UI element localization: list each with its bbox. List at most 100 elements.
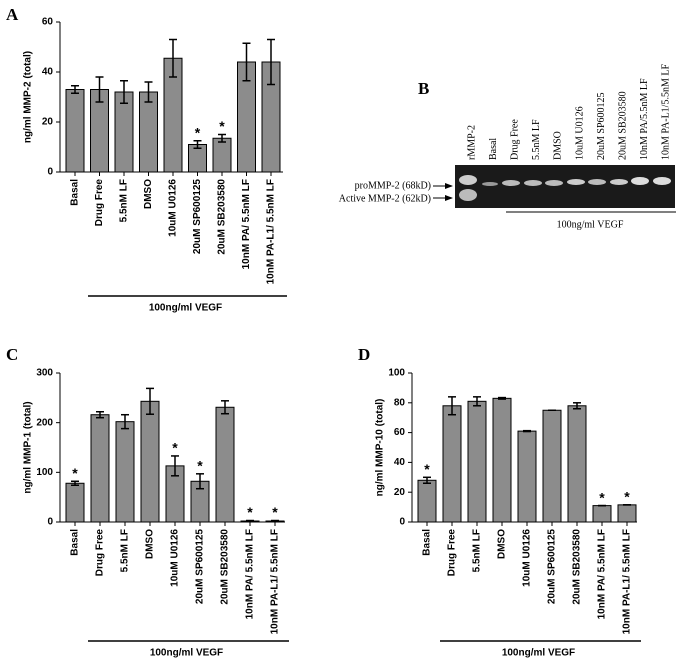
x-tick-label: 10nM PA-L1/ 5.5nM LF [266, 179, 277, 284]
y-tick-label: 0 [399, 517, 405, 528]
bar [617, 504, 637, 523]
gel-band [482, 182, 498, 186]
x-tick-label: 10nM PA/ 5.5nM LF [245, 529, 256, 619]
bar [517, 430, 537, 523]
bar [140, 400, 160, 523]
significance-marker: * [599, 489, 605, 505]
y-tick-label: 20 [394, 487, 406, 498]
x-tick-label: Basal [70, 529, 81, 556]
panel-letter: D [358, 345, 370, 364]
x-tick-label: 10nM PA-L1/ 5.5nM LF [270, 529, 281, 634]
lane-label: Basal [488, 138, 499, 160]
y-axis-label: ng/ml MMP-1 (total) [23, 401, 34, 493]
group-label: 100ng/ml VEGF [557, 219, 624, 230]
group-label: 100ng/ml VEGF [150, 648, 223, 659]
y-tick-label: 80 [394, 397, 406, 408]
significance-marker: * [195, 124, 201, 140]
x-tick-label: DMSO [497, 529, 508, 559]
bar [492, 397, 512, 523]
x-tick-label: 10nM PA-L1/ 5.5nM LF [622, 529, 633, 634]
y-tick-label: 20 [42, 117, 54, 128]
bar [65, 482, 85, 523]
gel-band [567, 179, 585, 185]
gel-band [545, 180, 563, 186]
x-tick-label: Basal [70, 179, 81, 206]
y-tick-label: 60 [394, 427, 406, 438]
band-label: proMMP-2 (68kD) [355, 180, 431, 191]
band-label: Active MMP-2 (62kD) [339, 193, 431, 204]
bar [139, 91, 158, 173]
x-tick-label: 5.5nM LF [119, 179, 130, 222]
y-tick-label: 0 [47, 167, 53, 178]
x-tick-label: 20uM SP600125 [195, 529, 206, 604]
gel-band [459, 175, 477, 185]
y-axis-label: ng/ml MMP-10 (total) [375, 399, 386, 497]
lane-label: rMMP-2 [466, 125, 477, 160]
x-tick-label: Drug Free [95, 529, 106, 577]
gel-band [631, 177, 649, 185]
bar [542, 409, 562, 523]
x-tick-label: 20uM SB203580 [217, 179, 228, 255]
significance-marker: * [219, 118, 225, 134]
y-tick-label: 40 [394, 457, 406, 468]
lane-label: 20uM SP600125 [596, 92, 607, 160]
significance-marker: * [197, 458, 203, 474]
gel-band [653, 177, 671, 185]
lane-label: 10nM PA/5.5nM LF [639, 78, 650, 160]
x-tick-label: Basal [422, 529, 433, 556]
significance-marker: * [172, 440, 178, 456]
y-tick-label: 300 [36, 368, 53, 379]
x-tick-label: Drug Free [447, 529, 458, 577]
bar [115, 421, 135, 523]
bar [215, 406, 235, 523]
bar [65, 89, 85, 173]
y-axis-label: ng/ml MMP-2 (total) [23, 51, 34, 143]
bar [90, 414, 110, 523]
bar [592, 505, 612, 523]
gel-band [502, 180, 520, 186]
gel-band [588, 179, 606, 185]
x-tick-label: 10uM U0126 [168, 179, 179, 237]
lane-label: 20uM SB203580 [617, 91, 628, 160]
bar [442, 405, 462, 523]
x-tick-label: 20uM SP600125 [547, 529, 558, 604]
x-tick-label: 20uM SB203580 [220, 529, 231, 605]
x-tick-label: 10uM U0126 [170, 529, 181, 587]
significance-marker: * [424, 461, 430, 477]
bar [467, 400, 487, 523]
panel-letter: A [6, 5, 19, 24]
y-tick-label: 100 [36, 467, 53, 478]
panel-letter: B [418, 79, 429, 98]
significance-marker: * [272, 504, 278, 520]
x-tick-label: DMSO [145, 529, 156, 559]
group-label: 100ng/ml VEGF [149, 303, 222, 314]
x-tick-label: 5.5nM LF [120, 529, 131, 572]
bar [212, 137, 232, 173]
lane-label: 10nM PA-L1/5.5nM LF [661, 64, 672, 160]
bar [567, 405, 587, 523]
y-tick-label: 200 [36, 417, 53, 428]
lane-label: 10uM U0126 [574, 106, 585, 160]
x-tick-label: 20uM SP600125 [192, 179, 203, 254]
x-tick-label: 10uM U0126 [522, 529, 533, 587]
x-tick-label: Drug Free [94, 179, 105, 227]
x-tick-label: 10nM PA/ 5.5nM LF [597, 529, 608, 619]
group-label: 100ng/ml VEGF [502, 648, 575, 659]
y-tick-label: 60 [42, 17, 54, 28]
y-tick-label: 0 [47, 517, 53, 528]
significance-marker: * [72, 465, 78, 481]
panel-letter: C [6, 345, 18, 364]
x-tick-label: 10nM PA/ 5.5nM LF [241, 179, 252, 269]
gel-image [455, 165, 675, 208]
y-tick-label: 100 [388, 368, 405, 379]
significance-marker: * [247, 504, 253, 520]
lane-label: DMSO [553, 131, 564, 160]
gel-band [610, 179, 628, 185]
significance-marker: * [624, 489, 630, 505]
x-tick-label: 5.5nM LF [472, 529, 483, 572]
lane-label: Drug Free [509, 119, 520, 160]
gel-band [459, 189, 477, 201]
lane-label: 5.5nM LF [531, 119, 542, 160]
bar [417, 479, 437, 523]
